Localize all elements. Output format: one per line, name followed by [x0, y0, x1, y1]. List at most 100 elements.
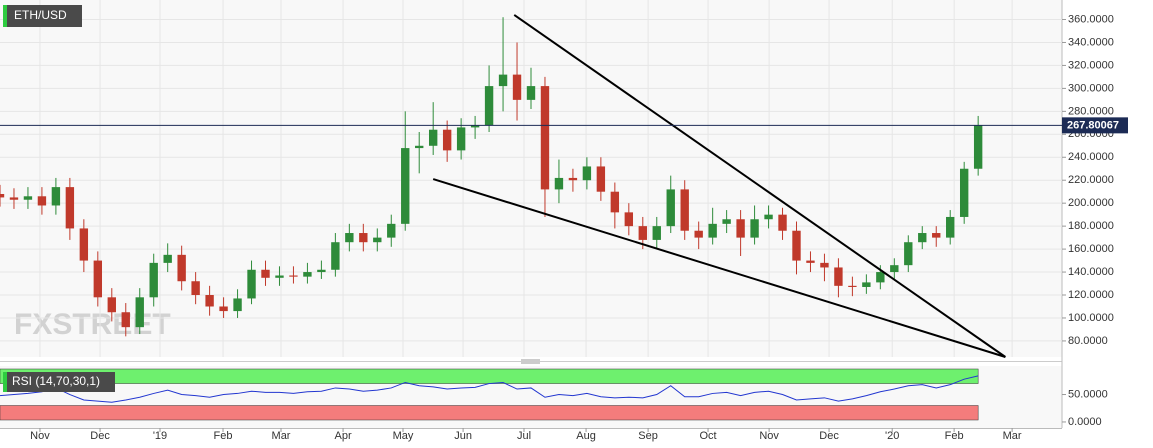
x-tick-label: Aug [576, 430, 596, 442]
candle-body [582, 166, 592, 181]
candle-body [484, 86, 494, 126]
symbol-tag[interactable] [3, 5, 82, 27]
x-tick-label: Dec [90, 430, 110, 442]
candle-body [680, 189, 689, 231]
last-price-box [1062, 117, 1128, 134]
candle-body [722, 219, 731, 224]
x-tick-label: Jul [517, 430, 531, 442]
x-tick-label: May [393, 430, 414, 442]
candle-body [764, 214, 773, 220]
y-tick-label: 360.0000 [1068, 13, 1114, 25]
trendline [432, 178, 1006, 358]
rsi-tag[interactable] [3, 372, 115, 392]
y-tick-label: 220.0000 [1068, 174, 1114, 186]
divider-handle[interactable] [521, 359, 540, 364]
candle-body [750, 219, 759, 238]
candle-body [289, 275, 298, 277]
candle-body [512, 74, 522, 100]
candle-body [806, 260, 815, 263]
candle-body [359, 233, 368, 243]
candle-body [23, 196, 33, 200]
last-price-label: 267.80067 [1067, 119, 1119, 131]
candle-body [568, 177, 578, 181]
candle-body [65, 187, 75, 229]
candle-body [540, 86, 550, 190]
candle-body [708, 223, 717, 238]
candle-body [959, 168, 969, 217]
candle-body [918, 233, 927, 243]
x-tick-label: Mar [1003, 430, 1022, 442]
rsi-tag-accent [3, 372, 7, 392]
candle-body [666, 189, 675, 227]
candle-body [946, 216, 955, 238]
trendline [513, 14, 1006, 358]
x-tick-label: Sep [638, 430, 658, 442]
y-tick-label: 340.0000 [1068, 36, 1114, 48]
candle-body [973, 125, 983, 169]
candle-body [191, 281, 200, 296]
candle-body [554, 177, 564, 190]
candle-body [331, 242, 340, 270]
symbol-title: ETH/USD [14, 8, 67, 22]
candle-body [317, 269, 326, 273]
candle-body [247, 269, 256, 299]
candle-body [79, 228, 89, 261]
x-tick-label: Oct [699, 430, 716, 442]
oversold-band [0, 405, 979, 421]
y-tick-label: 200.0000 [1068, 197, 1114, 209]
candle-body [876, 272, 885, 283]
candle-body [610, 191, 620, 213]
y-tick-label: 320.0000 [1068, 59, 1114, 71]
x-tick-label: Nov [30, 430, 50, 442]
candle-body [261, 269, 270, 278]
candle-body [694, 230, 703, 238]
candle-body [149, 262, 158, 298]
candle-body [428, 129, 438, 146]
symbol-tag-accent [3, 5, 7, 27]
candle-body [652, 226, 661, 240]
overbought-band [0, 368, 979, 384]
candle-body [163, 254, 172, 263]
candle-body [205, 295, 214, 307]
candle-body [624, 212, 634, 227]
y-tick-label: 280.0000 [1068, 105, 1114, 117]
y-tick-label: 140.0000 [1068, 266, 1114, 278]
candle-body [9, 197, 19, 200]
candle-body [736, 219, 745, 238]
x-tick-label: Mar [272, 430, 291, 442]
candle-body [792, 230, 801, 261]
candle-body [51, 187, 61, 206]
x-tick-label: Dec [819, 430, 839, 442]
candle-body [638, 226, 647, 240]
y-tick-label: 160.0000 [1068, 243, 1114, 255]
candle-body [37, 196, 47, 206]
candle-body [275, 275, 284, 278]
candle-body [303, 272, 312, 277]
candle-body [932, 233, 941, 238]
candle-body [526, 86, 536, 100]
x-tick-label: '19 [153, 430, 167, 442]
candle-body [778, 214, 787, 231]
candle-body [233, 298, 242, 312]
candle-body [135, 297, 144, 328]
candle-body [820, 262, 829, 268]
x-tick-label: '20 [885, 430, 899, 442]
price-pane [0, 0, 1062, 357]
y-tick-label: 120.0000 [1068, 289, 1114, 301]
y-tick-label: 240.0000 [1068, 151, 1114, 163]
y-tick-label: 80.0000 [1068, 335, 1108, 347]
candle-body [415, 145, 424, 149]
y-tick-label: 300.0000 [1068, 82, 1114, 94]
candle-body [890, 265, 899, 273]
candle-body [373, 237, 382, 243]
rsi-y-tick-label: 0.0000 [1068, 416, 1102, 428]
candle-body [401, 148, 410, 224]
candle-body [121, 312, 130, 328]
x-tick-label: Nov [759, 430, 779, 442]
candle-body [862, 282, 871, 287]
y-tick-label: 100.0000 [1068, 312, 1114, 324]
candle-body [0, 193, 5, 198]
candle-body [93, 260, 103, 298]
candle-body [219, 306, 228, 312]
